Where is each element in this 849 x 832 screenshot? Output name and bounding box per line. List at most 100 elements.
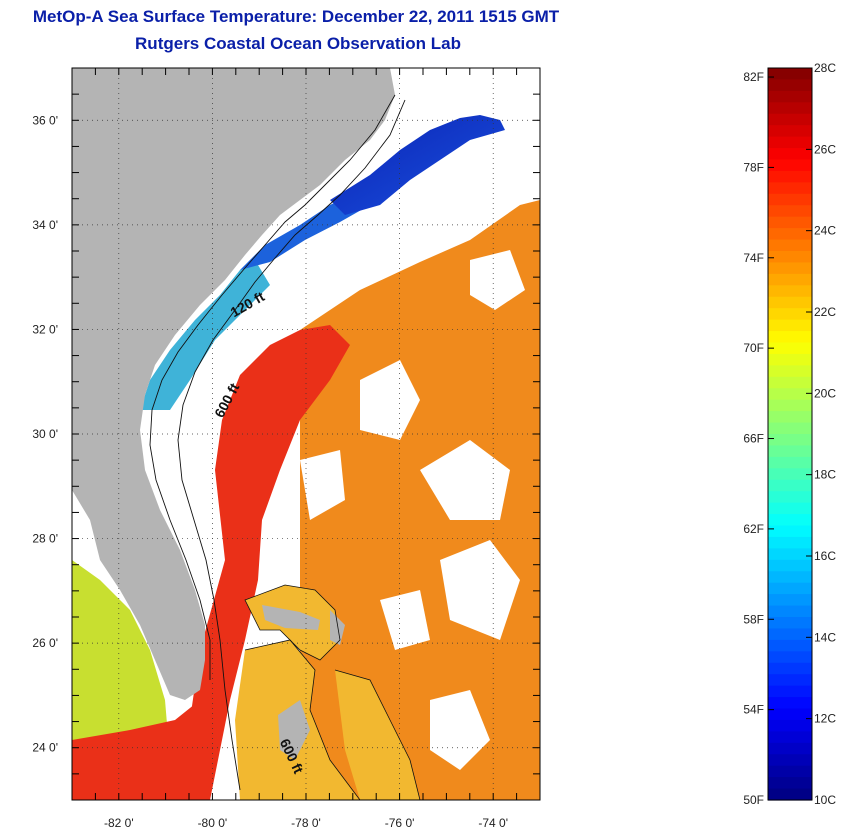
colorbar-swatch: [768, 193, 812, 206]
colorbar-swatch: [768, 353, 812, 366]
colorbar-swatch: [768, 113, 812, 126]
land-bahamas: [278, 700, 310, 760]
lat-tick-label: 26 0': [32, 636, 58, 650]
exuma-bank: [335, 670, 420, 800]
colorbar-swatch: [768, 468, 812, 481]
cloud-patch: [470, 250, 525, 310]
colorbar-swatch: [768, 765, 812, 778]
cloud-patch: [380, 590, 430, 650]
celsius-label: 18C: [814, 468, 836, 482]
colorbar-swatch: [768, 308, 812, 321]
contour-120ft: [149, 94, 396, 680]
colorbar-swatch: [768, 559, 812, 572]
colorbar-swatch: [768, 788, 812, 801]
plot-area: [72, 68, 540, 800]
colorbar-swatch: [768, 708, 812, 721]
shelf-water-blue: [240, 190, 370, 270]
colorbar-swatch: [768, 594, 812, 607]
fahrenheit-label: 70F: [743, 341, 764, 355]
axis-ticks: -82 0' -80 0' -78 0' -76 0' -74 0' 36 0' 34 0'…: [32, 67, 541, 830]
cloud-patch: [440, 540, 520, 640]
land-mainland: [72, 68, 395, 700]
colorbar-swatch: [768, 754, 812, 767]
colorbar-swatch: [768, 662, 812, 675]
colorbar-swatch: [768, 148, 812, 161]
lon-tick-label: -74 0': [478, 816, 508, 830]
colorbar-swatch: [768, 342, 812, 355]
lat-lon-grid: [72, 68, 540, 800]
colorbar-swatch: [768, 159, 812, 172]
contour-600ft: [177, 99, 406, 791]
celsius-label: 28C: [814, 61, 836, 75]
lon-tick-label: -78 0': [291, 816, 321, 830]
cloud-patch: [420, 440, 510, 520]
celsius-label: 16C: [814, 549, 836, 563]
colorbar-swatch: [768, 777, 812, 790]
colorbar-swatch: [768, 617, 812, 630]
colorbar-swatch: [768, 136, 812, 149]
colorbar-swatch: [768, 731, 812, 744]
fahrenheit-label: 62F: [743, 522, 764, 536]
colorbar-swatch: [768, 296, 812, 309]
lat-tick-label: 28 0': [32, 532, 58, 546]
map-subtitle: Rutgers Coastal Ocean Observation Lab: [135, 34, 461, 53]
celsius-label: 20C: [814, 386, 836, 400]
lat-tick-label: 34 0': [32, 218, 58, 232]
lat-tick-label: 36 0': [32, 113, 58, 127]
fahrenheit-label: 78F: [743, 160, 764, 174]
colorbar-swatch: [768, 125, 812, 138]
colorbar-swatch: [768, 170, 812, 183]
warm-sea-orange: [300, 200, 540, 800]
colorbar-swatch: [768, 273, 812, 286]
contour-bahamas-south: [244, 639, 421, 800]
shelf-water-cyan: [140, 260, 270, 410]
colorbar-swatch: [768, 285, 812, 298]
gulf-stream: [160, 325, 350, 800]
colorbar-swatch: [768, 674, 812, 687]
cold-water-north: [330, 115, 505, 215]
lat-tick-label: 30 0': [32, 427, 58, 441]
colorbar-swatch: [768, 399, 812, 412]
cloud-patch: [430, 690, 490, 770]
colorbar: 28C 26C 24C 22C 20C 18C 16C 14C 12C 10C 82F 78F 74F 7…: [743, 61, 836, 807]
colorbar-swatch: [768, 365, 812, 378]
colorbar-swatch: [768, 68, 812, 81]
fahrenheit-label: 54F: [743, 703, 764, 717]
colorbar-swatch: [768, 479, 812, 492]
colorbar-swatch: [768, 525, 812, 538]
fahrenheit-label: 74F: [743, 251, 764, 265]
colorbar-swatch: [768, 536, 812, 549]
colorbar-swatch: [768, 697, 812, 710]
colorbar-swatch: [768, 685, 812, 698]
colorbar-swatch: [768, 651, 812, 664]
cloud-patch: [360, 360, 420, 440]
land-andros: [262, 605, 320, 630]
colorbar-swatch: [768, 502, 812, 515]
colorbar-swatch: [768, 182, 812, 195]
colorbar-swatch: [768, 434, 812, 447]
colorbar-swatch: [768, 376, 812, 389]
colorbar-swatch: [768, 742, 812, 755]
florida-keys-water: [72, 700, 220, 800]
lon-tick-label: -80 0': [198, 816, 228, 830]
celsius-label: 22C: [814, 305, 836, 319]
celsius-label: 14C: [814, 630, 836, 644]
colorbar-swatch: [768, 319, 812, 332]
colorbar-swatch: [768, 719, 812, 732]
celsius-label: 26C: [814, 142, 836, 156]
colorbar-swatch: [768, 605, 812, 618]
colorbar-swatch: [768, 388, 812, 401]
lat-tick-label: 24 0': [32, 741, 58, 755]
lat-tick-label: 32 0': [32, 322, 58, 336]
fahrenheit-label: 58F: [743, 612, 764, 626]
fahrenheit-label: 66F: [743, 432, 764, 446]
colorbar-swatch: [768, 262, 812, 275]
colorbar-swatch: [768, 90, 812, 103]
contour-bahamas: [244, 584, 341, 661]
colorbar-swatch: [768, 582, 812, 595]
colorbar-swatch: [768, 205, 812, 218]
land-island: [330, 610, 345, 645]
colorbar-swatch: [768, 548, 812, 561]
celsius-label: 12C: [814, 712, 836, 726]
